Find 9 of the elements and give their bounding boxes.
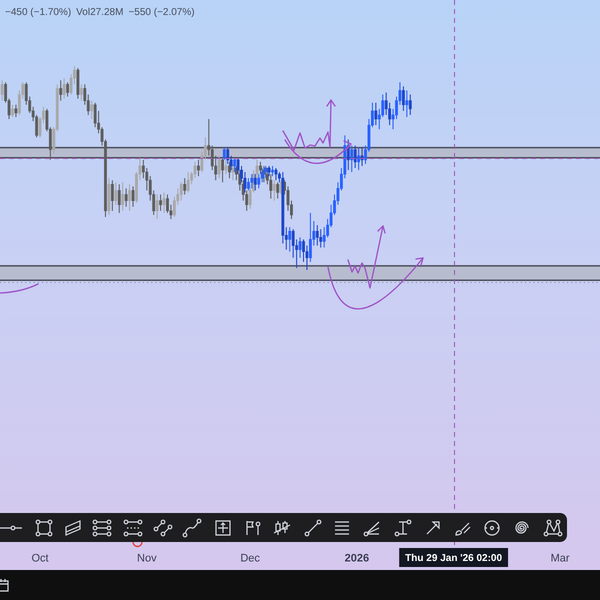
ref-line-label: Thu 29 Jan '26 02:00 — [405, 552, 502, 564]
x-tick-label: Mar — [550, 552, 570, 565]
x-tick-label: Oct — [31, 552, 49, 565]
x-tick-label: Nov — [137, 552, 158, 565]
text: −450 (−1.70%) — [5, 7, 72, 18]
x-tick-label: 2026 — [344, 552, 370, 565]
x-tick-label: Dec — [240, 552, 260, 565]
text: −550 (−2.07%) — [128, 7, 195, 18]
text: Vol27.28M — [76, 7, 124, 18]
